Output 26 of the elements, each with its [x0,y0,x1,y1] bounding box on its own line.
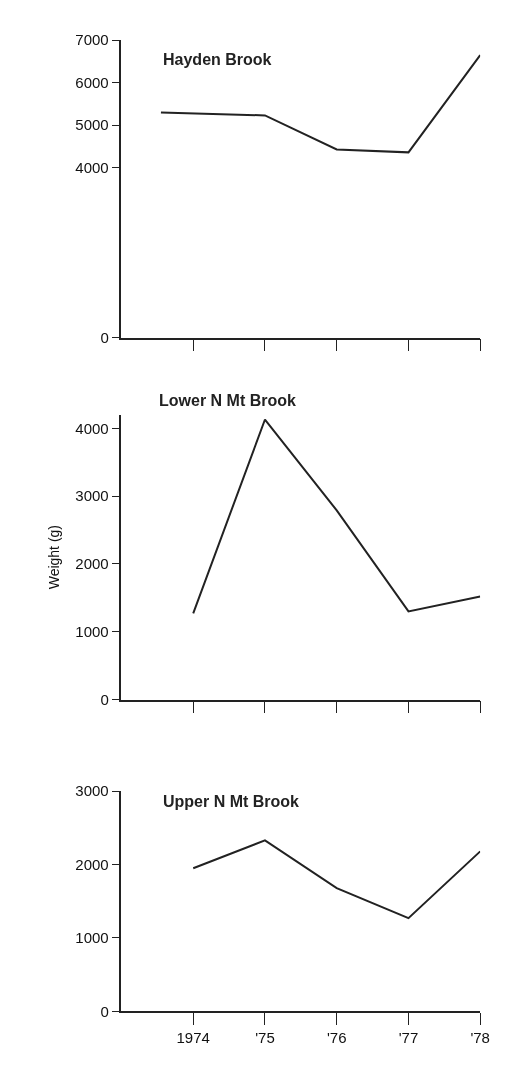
y-tick-label: 7000 [75,31,109,49]
y-tick-label: 0 [100,328,109,346]
line-series [192,418,481,615]
y-tick-label: 4000 [75,419,109,437]
y-tick-label: 4000 [75,158,109,176]
y-tick-label: 2000 [75,555,109,573]
chart-title: Upper N Mt Brook [163,793,300,810]
y-axis-title: Weight (g) [46,524,63,590]
y-tick-label: 1000 [75,622,109,640]
y-tick-label: 6000 [75,73,109,91]
line-series [159,54,481,154]
x-tick-label: '77 [398,1029,419,1047]
y-tick-label: 0 [100,690,109,708]
y-tick-label: 3000 [75,487,109,505]
line-series [192,839,481,920]
x-tick-label: '76 [326,1029,347,1047]
y-tick-label: 5000 [75,116,109,134]
x-tick-label: 1974 [176,1029,210,1047]
y-tick-label: 0 [100,1002,109,1020]
x-tick-label: '75 [255,1029,275,1047]
text: Hayden Brook [163,51,272,68]
y-tick-label: 1000 [75,929,109,947]
y-tick-label: 2000 [75,855,109,873]
y-tick-label: 3000 [75,782,109,800]
x-tick-label: '78 [470,1029,490,1047]
chart-title: Lower N Mt Brook [159,392,296,409]
